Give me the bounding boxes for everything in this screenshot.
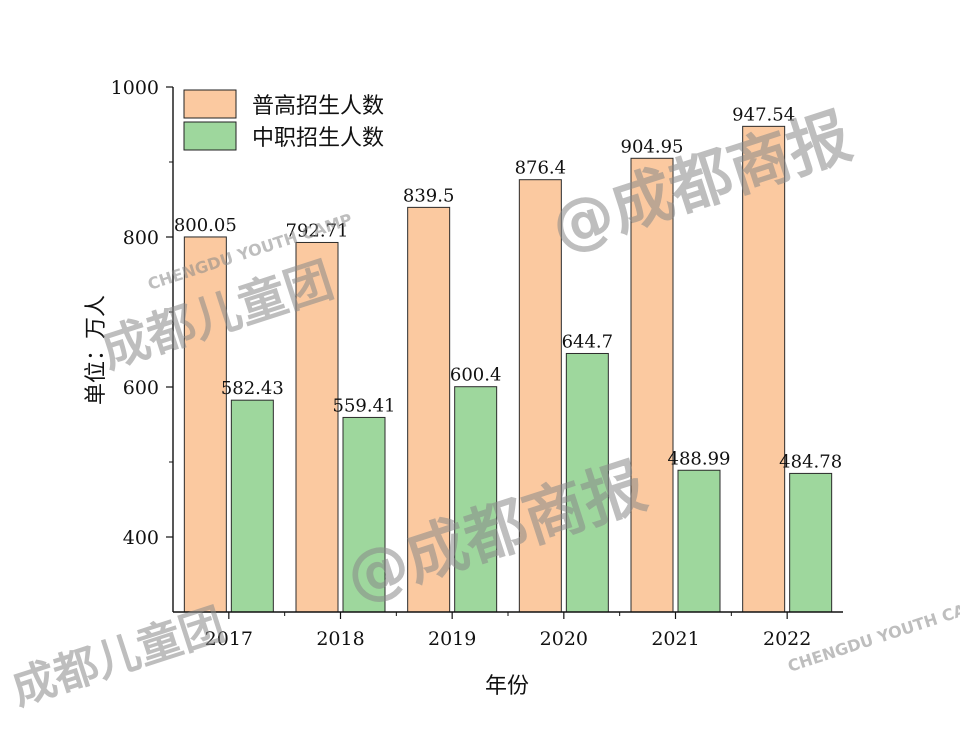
data-label-series-2-2017: 582.43: [221, 378, 284, 399]
legend-label-series-2: 中职招生人数: [252, 126, 384, 151]
bar-series-1-2021: [630, 157, 674, 613]
x-tick-label-2022: 2022: [763, 628, 811, 650]
bar-series-2-2017: [230, 399, 274, 613]
x-tick-label-2021: 2021: [651, 628, 699, 650]
y-tick-label-800: 800: [123, 227, 159, 249]
legend-swatch-series-2: [183, 121, 237, 151]
legend-label-series-1: 普高招生人数: [252, 94, 384, 119]
data-label-series-2-2019: 600.4: [450, 365, 502, 386]
bar-series-1-2017: [183, 236, 227, 613]
axes: 2017 2018 2019 2020 2021 2022 400 600 800 1000: [111, 77, 843, 650]
bar-series-2-2021: [677, 469, 721, 613]
y-tick-label-600: 600: [123, 377, 159, 399]
data-label-series-1-2019: 839.5: [403, 185, 455, 206]
y-tick-label-1000: 1000: [111, 77, 159, 99]
data-label-series-1-2022: 947.54: [732, 104, 795, 125]
data-label-series-1-2021: 904.95: [621, 136, 684, 157]
data-label-series-2-2021: 488.99: [668, 448, 731, 469]
watermark-text-main: @成都商报: [542, 99, 859, 264]
y-axis-title: 单位：万人: [84, 295, 109, 405]
data-label-series-2-2018: 559.41: [333, 395, 396, 416]
x-tick-label-2019: 2019: [428, 628, 476, 650]
data-label-series-1-2018: 792.71: [286, 220, 349, 241]
legend: 普高招生人数 中职招生人数: [183, 89, 384, 151]
x-tick-label-2018: 2018: [316, 628, 364, 650]
watermark-text-group-2: 成都儿童团: [6, 599, 231, 715]
x-axis-title: 年份: [485, 674, 529, 699]
bar-series-2-2020: [565, 352, 609, 613]
plot-area: 800.05 582.43 792.71 559.41 839.5 600.4 876.4 6…: [174, 104, 842, 613]
bar-series-2-2022: [789, 472, 833, 613]
data-label-series-2-2022: 484.78: [779, 451, 842, 472]
bar-series-1-2019: [407, 206, 451, 613]
y-tick-label-400: 400: [123, 527, 159, 549]
legend-swatch-series-1: [183, 89, 237, 119]
x-tick-label-2020: 2020: [540, 628, 588, 650]
bar-series-1-2018: [295, 241, 339, 613]
data-label-series-1-2017: 800.05: [174, 215, 237, 236]
data-label-series-1-2020: 876.4: [515, 158, 567, 179]
bar-series-1-2020: [518, 179, 562, 613]
bar-series-2-2018: [342, 416, 386, 613]
x-tick-label-2017: 2017: [205, 628, 253, 650]
data-label-series-2-2020: 644.7: [562, 331, 614, 352]
bar-series-2-2019: [454, 386, 498, 613]
